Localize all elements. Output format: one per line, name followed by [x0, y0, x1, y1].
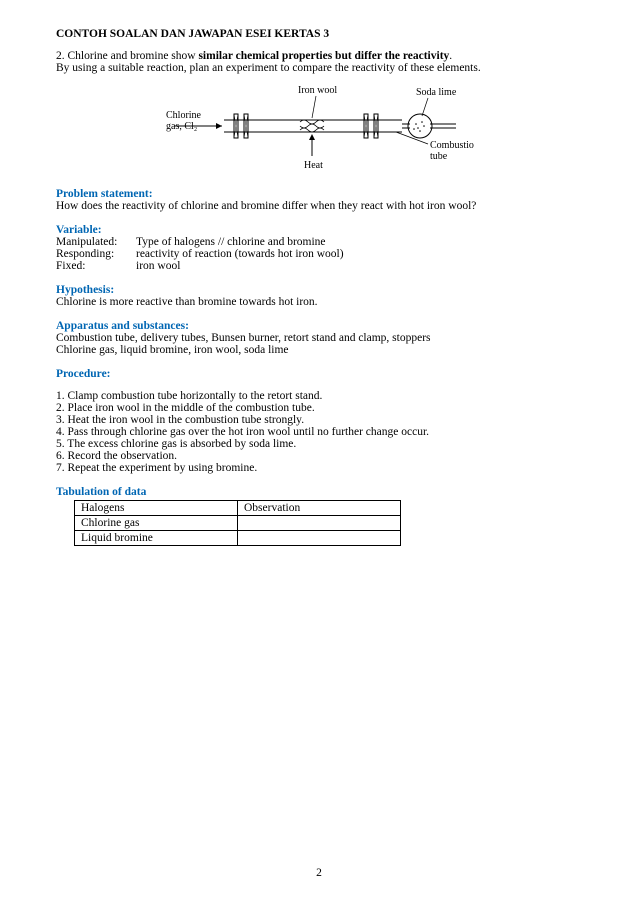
procedure-step-3: 3. Heat the iron wool in the combustion … — [56, 414, 582, 426]
table-row: Liquid bromine — [75, 531, 401, 546]
table-header-halogens: Halogens — [75, 501, 238, 516]
table-cell-chlorine: Chlorine gas — [75, 516, 238, 531]
var-fixed-value: iron wool — [136, 260, 180, 272]
hypothesis-text: Chlorine is more reactive than bromine t… — [56, 296, 582, 308]
label-soda: Soda lime — [416, 87, 457, 98]
question-text-b: similar chemical properties but differ t… — [198, 50, 449, 62]
question-line-1: 2. Chlorine and bromine show similar che… — [56, 50, 582, 62]
table-cell-bromine: Liquid bromine — [75, 531, 238, 546]
question-text-c: . — [449, 50, 452, 62]
var-responding-label: Responding: — [56, 248, 136, 260]
variable-fixed: Fixed: iron wool — [56, 260, 582, 272]
page-title: CONTOH SOALAN DAN JAWAPAN ESEI KERTAS 3 — [56, 28, 582, 40]
question-line-2: By using a suitable reaction, plan an ex… — [56, 62, 582, 74]
procedure-step-2: 2. Place iron wool in the middle of the … — [56, 402, 582, 414]
heading-tabulation: Tabulation of data — [56, 486, 582, 498]
var-manipulated-value: Type of halogens // chlorine and bromine — [136, 236, 326, 248]
label-combustion-1: Combustion — [430, 140, 474, 151]
data-table: Halogens Observation Chlorine gas Liquid… — [74, 500, 401, 546]
heading-variable: Variable: — [56, 224, 582, 236]
label-chlorine-1: Chlorine — [166, 110, 202, 121]
procedure-step-6: 6. Record the observation. — [56, 450, 582, 462]
apparatus-line-2: Chlorine gas, liquid bromine, iron wool,… — [56, 344, 582, 356]
label-combustion-2: tube — [430, 151, 448, 162]
problem-statement-text: How does the reactivity of chlorine and … — [56, 200, 582, 212]
table-header-observation: Observation — [238, 501, 401, 516]
apparatus-diagram: Chlorine gas, Cl₂ Iron wool Soda lime He… — [56, 84, 582, 174]
table-row: Halogens Observation — [75, 501, 401, 516]
label-heat: Heat — [304, 160, 323, 171]
var-manipulated-label: Manipulated: — [56, 236, 136, 248]
heading-problem-statement: Problem statement: — [56, 188, 582, 200]
heading-apparatus: Apparatus and substances: — [56, 320, 582, 332]
label-chlorine-2: gas, Cl₂ — [166, 121, 197, 132]
label-iron: Iron wool — [298, 85, 337, 96]
page-number: 2 — [0, 867, 638, 879]
question-number: 2. — [56, 50, 65, 62]
procedure-step-4: 4. Pass through chlorine gas over the ho… — [56, 426, 582, 438]
table-cell-observation-2 — [238, 531, 401, 546]
procedure-step-7: 7. Repeat the experiment by using bromin… — [56, 462, 582, 474]
table-cell-observation-1 — [238, 516, 401, 531]
procedure-step-5: 5. The excess chlorine gas is absorbed b… — [56, 438, 582, 450]
heading-procedure: Procedure: — [56, 368, 582, 380]
variable-manipulated: Manipulated: Type of halogens // chlorin… — [56, 236, 582, 248]
procedure-step-1: 1. Clamp combustion tube horizontally to… — [56, 390, 582, 402]
question-text-a: Chlorine and bromine show — [68, 50, 199, 62]
table-row: Chlorine gas — [75, 516, 401, 531]
heading-hypothesis: Hypothesis: — [56, 284, 582, 296]
variable-responding: Responding: reactivity of reaction (towa… — [56, 248, 582, 260]
var-fixed-label: Fixed: — [56, 260, 136, 272]
var-responding-value: reactivity of reaction (towards hot iron… — [136, 248, 344, 260]
apparatus-line-1: Combustion tube, delivery tubes, Bunsen … — [56, 332, 582, 344]
